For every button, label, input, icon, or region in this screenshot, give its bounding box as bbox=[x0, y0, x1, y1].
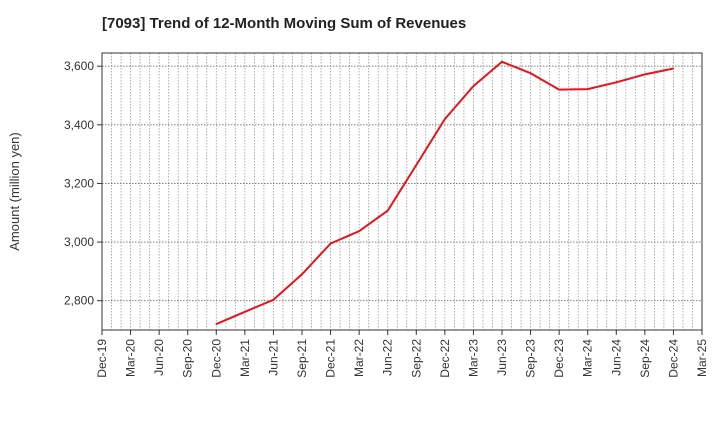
data-point bbox=[472, 85, 475, 87]
x-tick-label: Mar-22 bbox=[352, 339, 366, 377]
data-point bbox=[215, 323, 218, 325]
data-point bbox=[244, 311, 246, 313]
data-point bbox=[586, 88, 589, 90]
plot-frame bbox=[101, 52, 703, 331]
x-tick-label: Sep-21 bbox=[295, 339, 309, 378]
data-point bbox=[444, 118, 446, 120]
x-tick-label: Mar-24 bbox=[581, 339, 595, 377]
x-tick-label: Sep-24 bbox=[638, 339, 652, 378]
x-tick-label: Jun-22 bbox=[381, 339, 395, 376]
data-point bbox=[644, 73, 646, 76]
y-tick-label: 3,000 bbox=[64, 235, 94, 249]
x-tick-label: Mar-23 bbox=[466, 339, 480, 377]
data-point bbox=[672, 67, 675, 70]
y-tick-label: 3,400 bbox=[64, 118, 94, 132]
data-point bbox=[558, 88, 560, 91]
data-point bbox=[272, 299, 275, 301]
x-tick-label: Sep-23 bbox=[524, 339, 538, 378]
data-point bbox=[301, 273, 303, 276]
x-tick-label: Mar-20 bbox=[124, 339, 138, 377]
x-tick-label: Dec-23 bbox=[552, 339, 566, 378]
x-tick-label: Dec-20 bbox=[209, 339, 223, 378]
x-tick-label: Dec-22 bbox=[438, 339, 452, 378]
x-tick-label: Dec-21 bbox=[324, 339, 338, 378]
y-tick-label: 3,200 bbox=[64, 176, 94, 190]
x-tick-label: Sep-22 bbox=[409, 339, 423, 378]
x-tick-label: Dec-24 bbox=[666, 339, 680, 378]
data-point bbox=[358, 230, 360, 233]
data-point bbox=[529, 72, 532, 75]
x-tick-label: Sep-20 bbox=[181, 339, 195, 378]
data-point bbox=[615, 81, 618, 84]
x-tick-label: Jun-24 bbox=[609, 339, 623, 376]
x-tick-label: Jun-20 bbox=[152, 339, 166, 376]
y-axis-label: Amount (million yen) bbox=[7, 132, 22, 251]
data-point bbox=[386, 209, 389, 212]
x-tick-label: Jun-23 bbox=[495, 339, 509, 376]
chart-title: [7093] Trend of 12-Month Moving Sum of R… bbox=[102, 15, 467, 32]
y-tick-label: 3,600 bbox=[64, 59, 94, 73]
x-tick-label: Mar-21 bbox=[238, 339, 252, 377]
data-point bbox=[501, 60, 503, 63]
data-point bbox=[329, 242, 332, 245]
x-tick-label: Jun-21 bbox=[266, 339, 280, 376]
x-tick-label: Mar-25 bbox=[695, 339, 709, 377]
x-tick-label: Dec-19 bbox=[95, 339, 109, 378]
data-point bbox=[415, 164, 418, 166]
y-tick-label: 2,800 bbox=[64, 294, 94, 308]
